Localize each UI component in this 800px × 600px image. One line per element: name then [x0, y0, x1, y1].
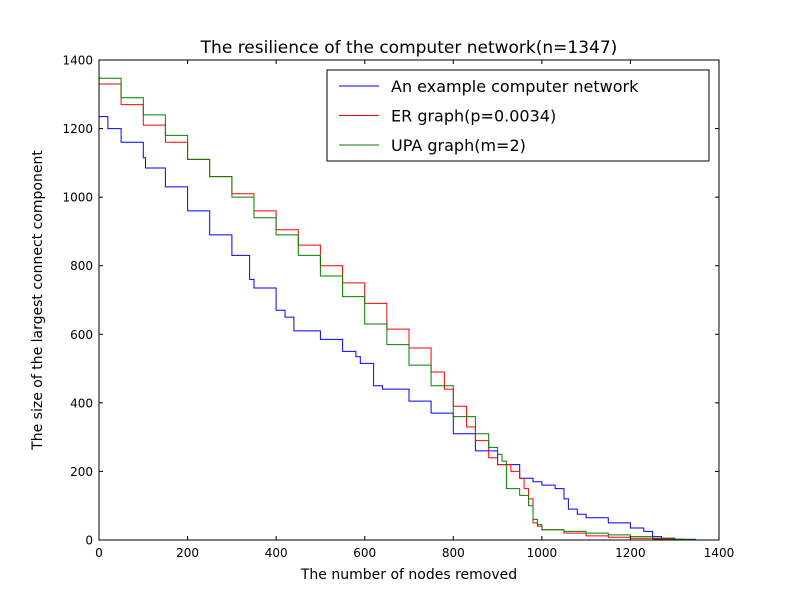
y-tick-label-2: 400: [70, 396, 93, 410]
legend-label-1: ER graph(p=0.0034): [391, 107, 556, 126]
x-axis-title: The number of nodes removed: [300, 567, 517, 583]
legend-box: [326, 69, 710, 162]
x-tick-label-3: 600: [353, 546, 376, 560]
series-line-2: [99, 77, 696, 540]
y-tick-label-3: 600: [70, 328, 93, 342]
x-tick-label-6: 1200: [615, 546, 646, 560]
x-tick-label-2: 400: [265, 546, 288, 560]
y-tick-label-4: 800: [70, 259, 93, 273]
plot-area: 0 200 400 600 800 1000 1200 1400 0 200 400 600 800 10…: [62, 54, 734, 561]
y-tick-label-0: 0: [85, 534, 93, 548]
legend-label-0: An example computer network: [391, 77, 639, 96]
plot-frame: [98, 59, 720, 541]
y-tick-label-6: 1200: [62, 122, 93, 136]
y-tick-label-5: 1000: [62, 191, 93, 205]
x-tick-label-4: 800: [442, 546, 465, 560]
y-axis-title: The size of the largest connect componen…: [30, 150, 46, 451]
legend-label-2: UPA graph(m=2): [391, 136, 526, 155]
y-tick-label-7: 1400: [62, 54, 93, 68]
x-tick-label-5: 1000: [527, 546, 558, 560]
x-tick-label-1: 200: [176, 546, 199, 560]
y-tick-label-1: 200: [70, 465, 93, 479]
series-line-0: [99, 116, 696, 541]
x-tick-label-7: 1400: [704, 546, 735, 560]
legend: An example computer network ER graph(p=0.…: [326, 69, 710, 162]
chart-title: The resilience of the computer network(n…: [200, 38, 618, 58]
x-tick-label-0: 0: [95, 546, 103, 560]
